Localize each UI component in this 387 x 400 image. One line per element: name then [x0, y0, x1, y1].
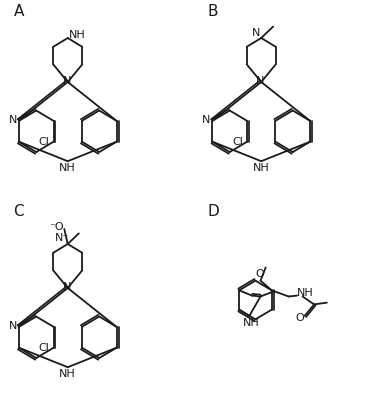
Text: N: N [252, 28, 261, 38]
Text: N: N [63, 282, 71, 292]
Text: NH: NH [253, 163, 270, 173]
Text: N: N [256, 76, 264, 86]
Text: Cl: Cl [39, 137, 50, 147]
Text: O: O [295, 314, 304, 324]
Text: NH: NH [59, 369, 76, 379]
Text: A: A [14, 4, 24, 20]
Text: Cl: Cl [39, 343, 50, 353]
Text: D: D [207, 204, 219, 220]
Text: N: N [9, 115, 17, 125]
Text: N: N [202, 115, 211, 125]
Text: N: N [63, 76, 71, 86]
Text: NH: NH [59, 163, 76, 173]
Text: B: B [207, 4, 217, 20]
Text: NH: NH [69, 30, 86, 40]
Text: NH: NH [297, 288, 314, 298]
Text: O: O [255, 269, 264, 279]
Text: C: C [14, 204, 24, 220]
Text: Cl: Cl [232, 137, 243, 147]
Text: NH: NH [243, 318, 260, 328]
Text: N⁺: N⁺ [55, 233, 69, 243]
Text: N: N [9, 321, 17, 331]
Text: ⁻O: ⁻O [50, 222, 64, 232]
